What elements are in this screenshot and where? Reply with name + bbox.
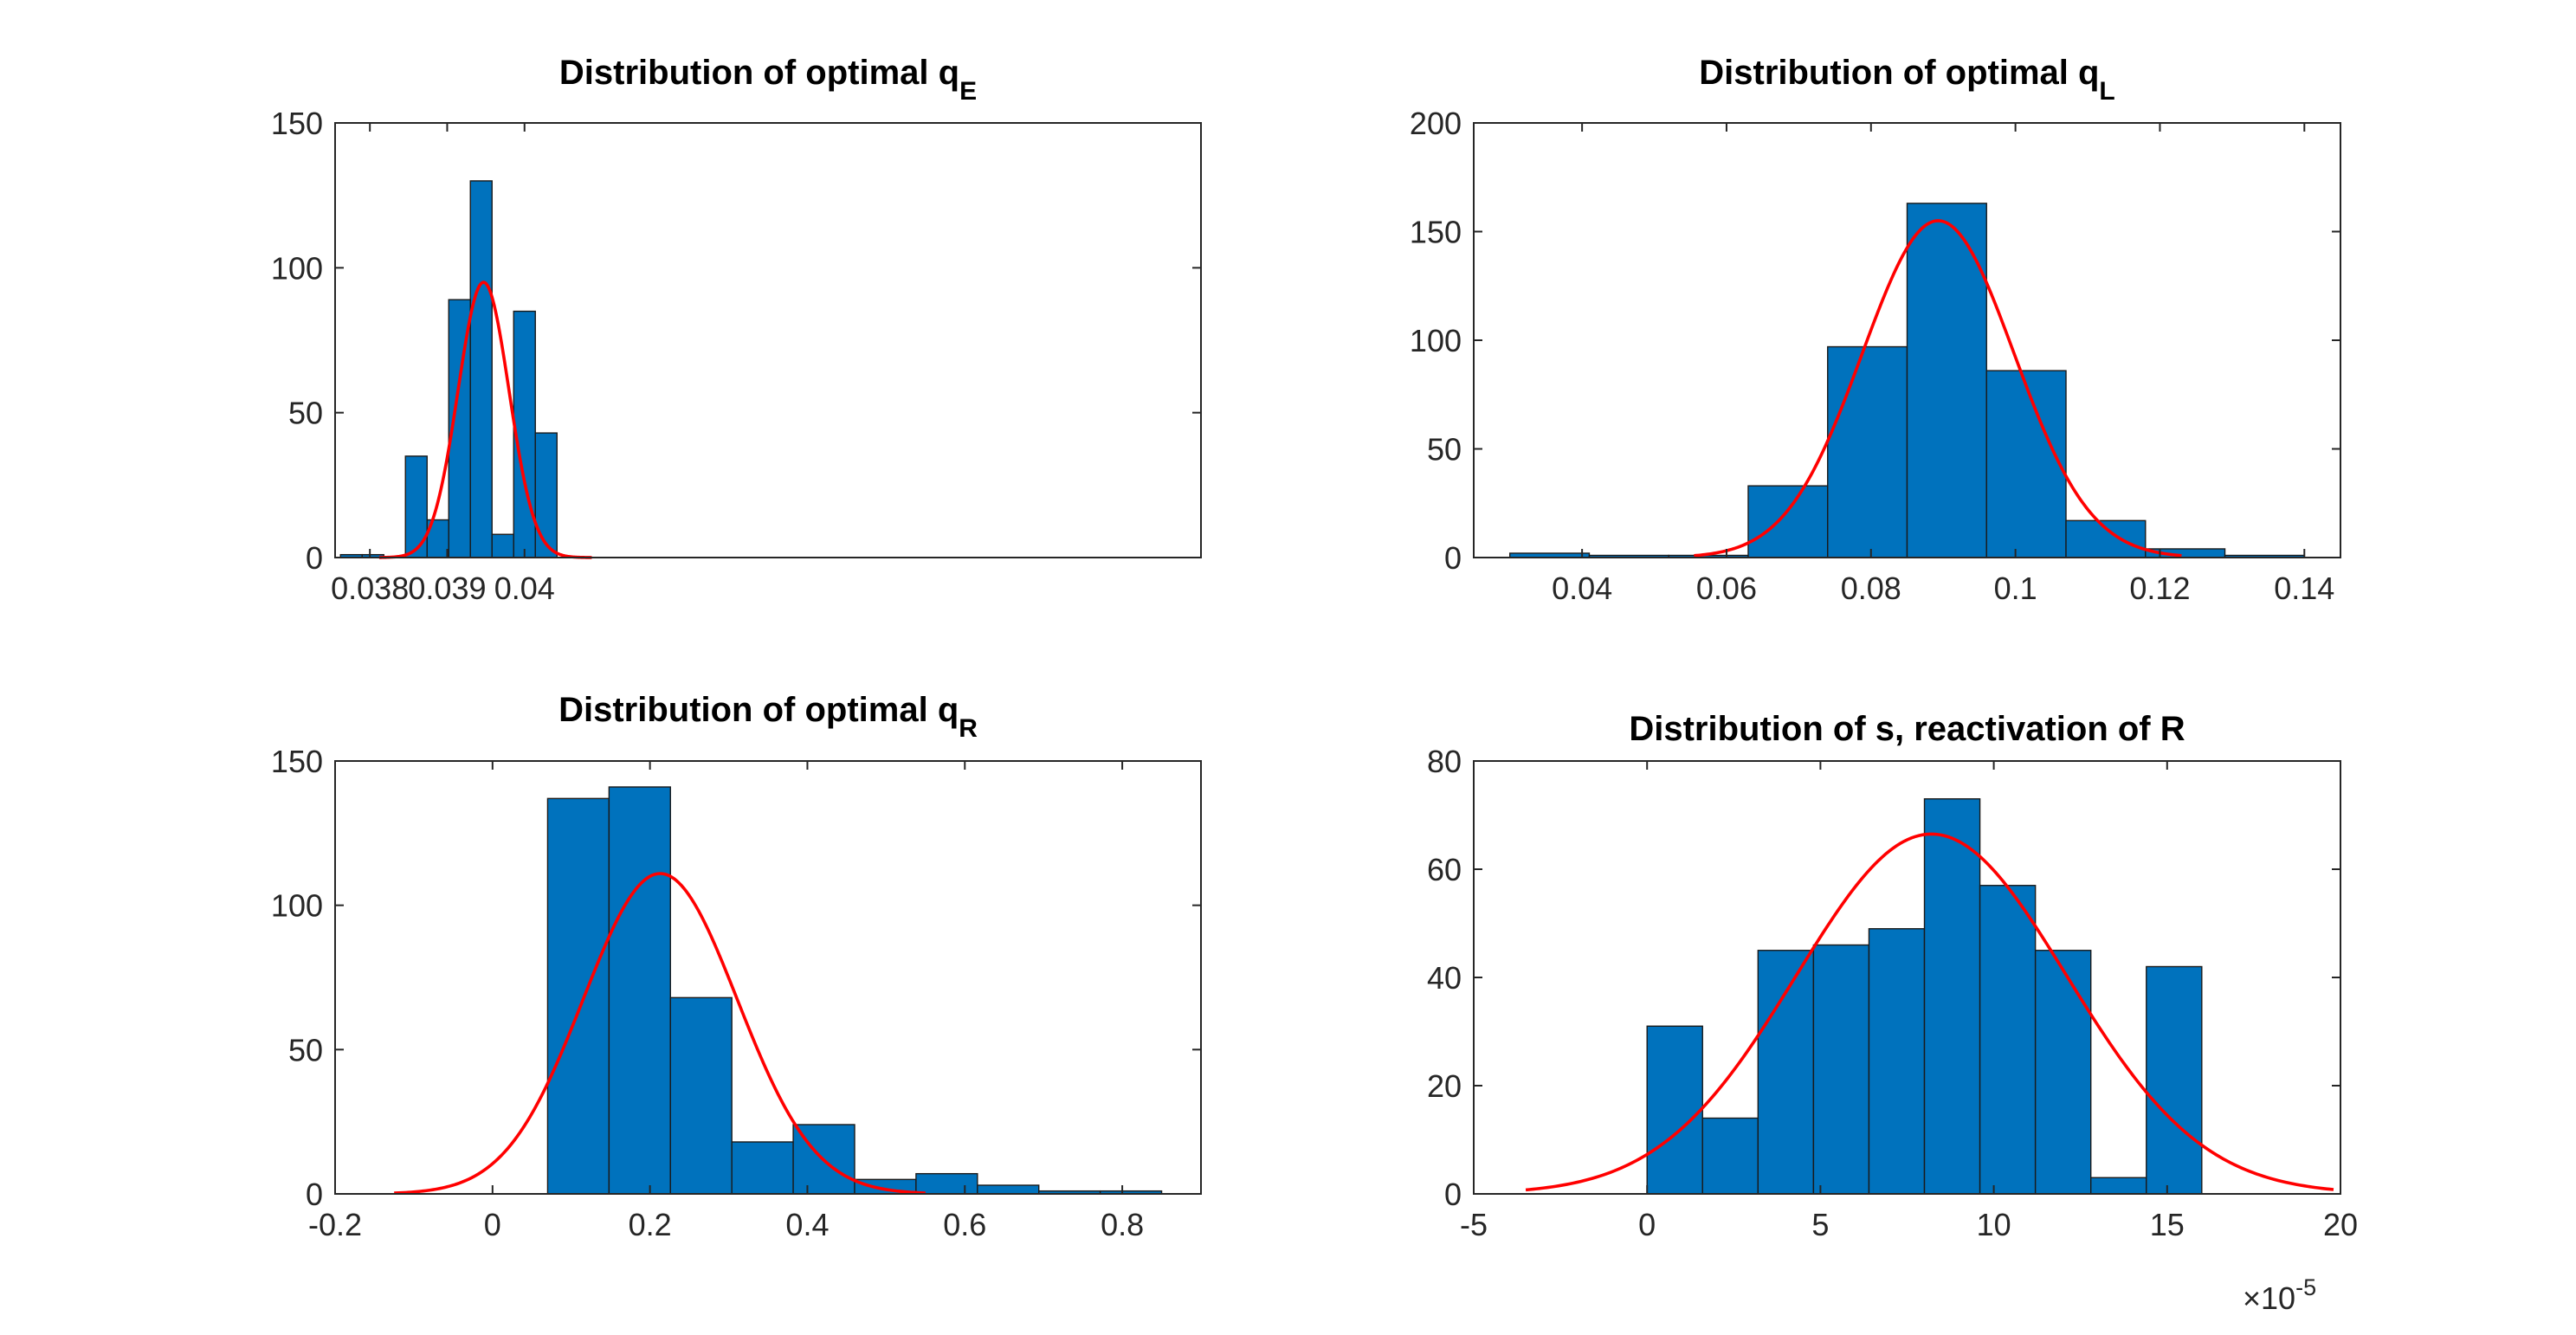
- x-tick-label: 0.6: [943, 1207, 986, 1242]
- x-tick-label: 0.2: [629, 1207, 672, 1242]
- x-tick-label: 0: [484, 1207, 501, 1242]
- y-axis: 0 20 40 60 80: [1427, 744, 2340, 1212]
- panel-title-text: Distribution of optimal q: [1699, 54, 2099, 92]
- histogram-bar: [977, 1184, 1040, 1195]
- y-tick-label: 20: [1427, 1068, 1462, 1104]
- normal-fit-curve: [1525, 832, 2334, 1192]
- histogram-bar: [534, 432, 558, 558]
- axes-box: [334, 760, 1202, 1195]
- histogram-bar: [669, 996, 733, 1195]
- x-tick-label: -5: [1460, 1207, 1488, 1242]
- histogram-bar: [1757, 950, 1815, 1195]
- histogram-bar: [2034, 950, 2092, 1195]
- histogram-bars: [546, 786, 1163, 1195]
- y-tick-label: 50: [288, 1032, 323, 1067]
- histogram-bar: [1923, 798, 1981, 1195]
- x-tick-label: 0.04: [1552, 571, 1612, 606]
- panel-s-histogram: Distribution of s, reactivation of R ×10…: [1427, 710, 2358, 1316]
- y-tick-label: 100: [271, 888, 323, 924]
- histogram-bar: [2090, 1177, 2147, 1195]
- histogram-bar: [2146, 965, 2203, 1195]
- histogram-bar: [1979, 885, 2037, 1195]
- histogram-bars: [1509, 203, 2305, 558]
- x-tick-label: 10: [1977, 1207, 2011, 1242]
- panel-title: Distribution of optimal qE: [559, 54, 977, 106]
- y-tick-label: 60: [1427, 852, 1462, 887]
- histogram-bar: [1906, 203, 1987, 558]
- panel-title-subscript: R: [959, 714, 978, 743]
- x-tick-label: 0.04: [494, 571, 555, 606]
- x-exponent-base: ×10: [2243, 1280, 2295, 1316]
- panel-title: Distribution of optimal qL: [1699, 54, 2115, 106]
- histogram-bar: [1985, 370, 2067, 558]
- x-tick-label: 0.08: [1841, 571, 1901, 606]
- panel-title-text: Distribution of optimal q: [558, 691, 959, 729]
- panel-qe-histogram: Distribution of optimal qE 0.038 0.039 0.0…: [271, 54, 1202, 606]
- histogram-bar: [1701, 1117, 1759, 1195]
- histogram-bar: [491, 533, 514, 558]
- y-tick-label: 50: [1427, 432, 1462, 468]
- y-axis: 0 50 100 150: [271, 106, 1201, 576]
- y-tick-label: 100: [271, 250, 323, 286]
- y-tick-label: 50: [288, 396, 323, 431]
- y-tick-label: 0: [1444, 540, 1462, 576]
- x-tick-label: 5: [1811, 1207, 1829, 1242]
- y-tick-label: 200: [1410, 106, 1462, 141]
- y-tick-label: 150: [271, 744, 323, 779]
- panel-qr-histogram: Distribution of optimal qR -0.2 0 0.2 0.4 0.…: [271, 691, 1202, 1242]
- panel-title: Distribution of s, reactivation of R: [1629, 710, 2185, 748]
- x-tick-label: 15: [2150, 1207, 2185, 1242]
- normal-fit-curve: [1694, 219, 2182, 558]
- y-tick-label: 80: [1427, 744, 1462, 779]
- y-tick-label: 0: [306, 1177, 323, 1212]
- normal-fit-curve: [394, 872, 926, 1195]
- histogram-bars: [1646, 798, 2203, 1195]
- x-exponent-label: ×10-5: [2243, 1274, 2316, 1316]
- panel-title-subscript: E: [959, 77, 977, 106]
- y-tick-label: 150: [1410, 215, 1462, 250]
- y-axis: 0 50 100 150: [271, 744, 1201, 1212]
- axes-box: [334, 122, 1202, 558]
- y-tick-label: 150: [271, 106, 323, 141]
- histogram-bar: [546, 797, 610, 1195]
- x-tick-label: 0.1: [1994, 571, 2037, 606]
- histogram-bar: [1646, 1025, 1703, 1195]
- x-axis: -0.2 0 0.2 0.4 0.6 0.8: [308, 761, 1144, 1242]
- panel-ql-histogram: Distribution of optimal qL 0.04 0.06 0.08 0…: [1410, 54, 2341, 606]
- panel-title-text: Distribution of s, reactivation of R: [1629, 710, 2185, 748]
- y-tick-label: 0: [1444, 1177, 1462, 1212]
- panel-title: Distribution of optimal qR: [558, 691, 978, 743]
- histogram-bar: [608, 786, 671, 1195]
- x-exponent-power: -5: [2295, 1274, 2316, 1300]
- normal-fit-curve: [378, 281, 592, 559]
- x-tick-label: 0.8: [1101, 1207, 1144, 1242]
- histogram-bar: [1868, 928, 1926, 1195]
- x-axis: 0.04 0.06 0.08 0.1 0.12 0.14: [1552, 123, 2334, 606]
- x-tick-label: 0.06: [1696, 571, 1757, 606]
- histogram-bar: [1747, 485, 1829, 558]
- x-axis: -5 0 5 10 15 20: [1460, 761, 2358, 1242]
- x-tick-label: -0.2: [308, 1207, 362, 1242]
- histogram-bar: [2065, 519, 2147, 558]
- y-tick-label: 100: [1410, 323, 1462, 358]
- histogram-bar: [1827, 345, 1908, 558]
- x-tick-label: 0.12: [2129, 571, 2190, 606]
- x-axis: 0.038 0.039 0.04: [331, 123, 555, 606]
- x-tick-label: 0.14: [2274, 571, 2334, 606]
- x-tick-label: 0: [1638, 1207, 1656, 1242]
- histogram-bar: [731, 1141, 794, 1195]
- histogram-bar: [469, 180, 493, 558]
- y-tick-label: 0: [306, 540, 323, 576]
- x-tick-label: 20: [2323, 1207, 2358, 1242]
- y-axis: 0 50 100 150 200: [1410, 106, 2340, 576]
- histogram-bar: [1812, 944, 1870, 1195]
- panel-title-text: Distribution of optimal q: [559, 54, 959, 92]
- x-tick-label: 0.038: [331, 571, 409, 606]
- panel-title-subscript: L: [2099, 77, 2114, 106]
- y-tick-label: 40: [1427, 960, 1462, 996]
- histogram-bar: [915, 1172, 978, 1195]
- x-tick-label: 0.039: [408, 571, 486, 606]
- x-tick-label: 0.4: [785, 1207, 829, 1242]
